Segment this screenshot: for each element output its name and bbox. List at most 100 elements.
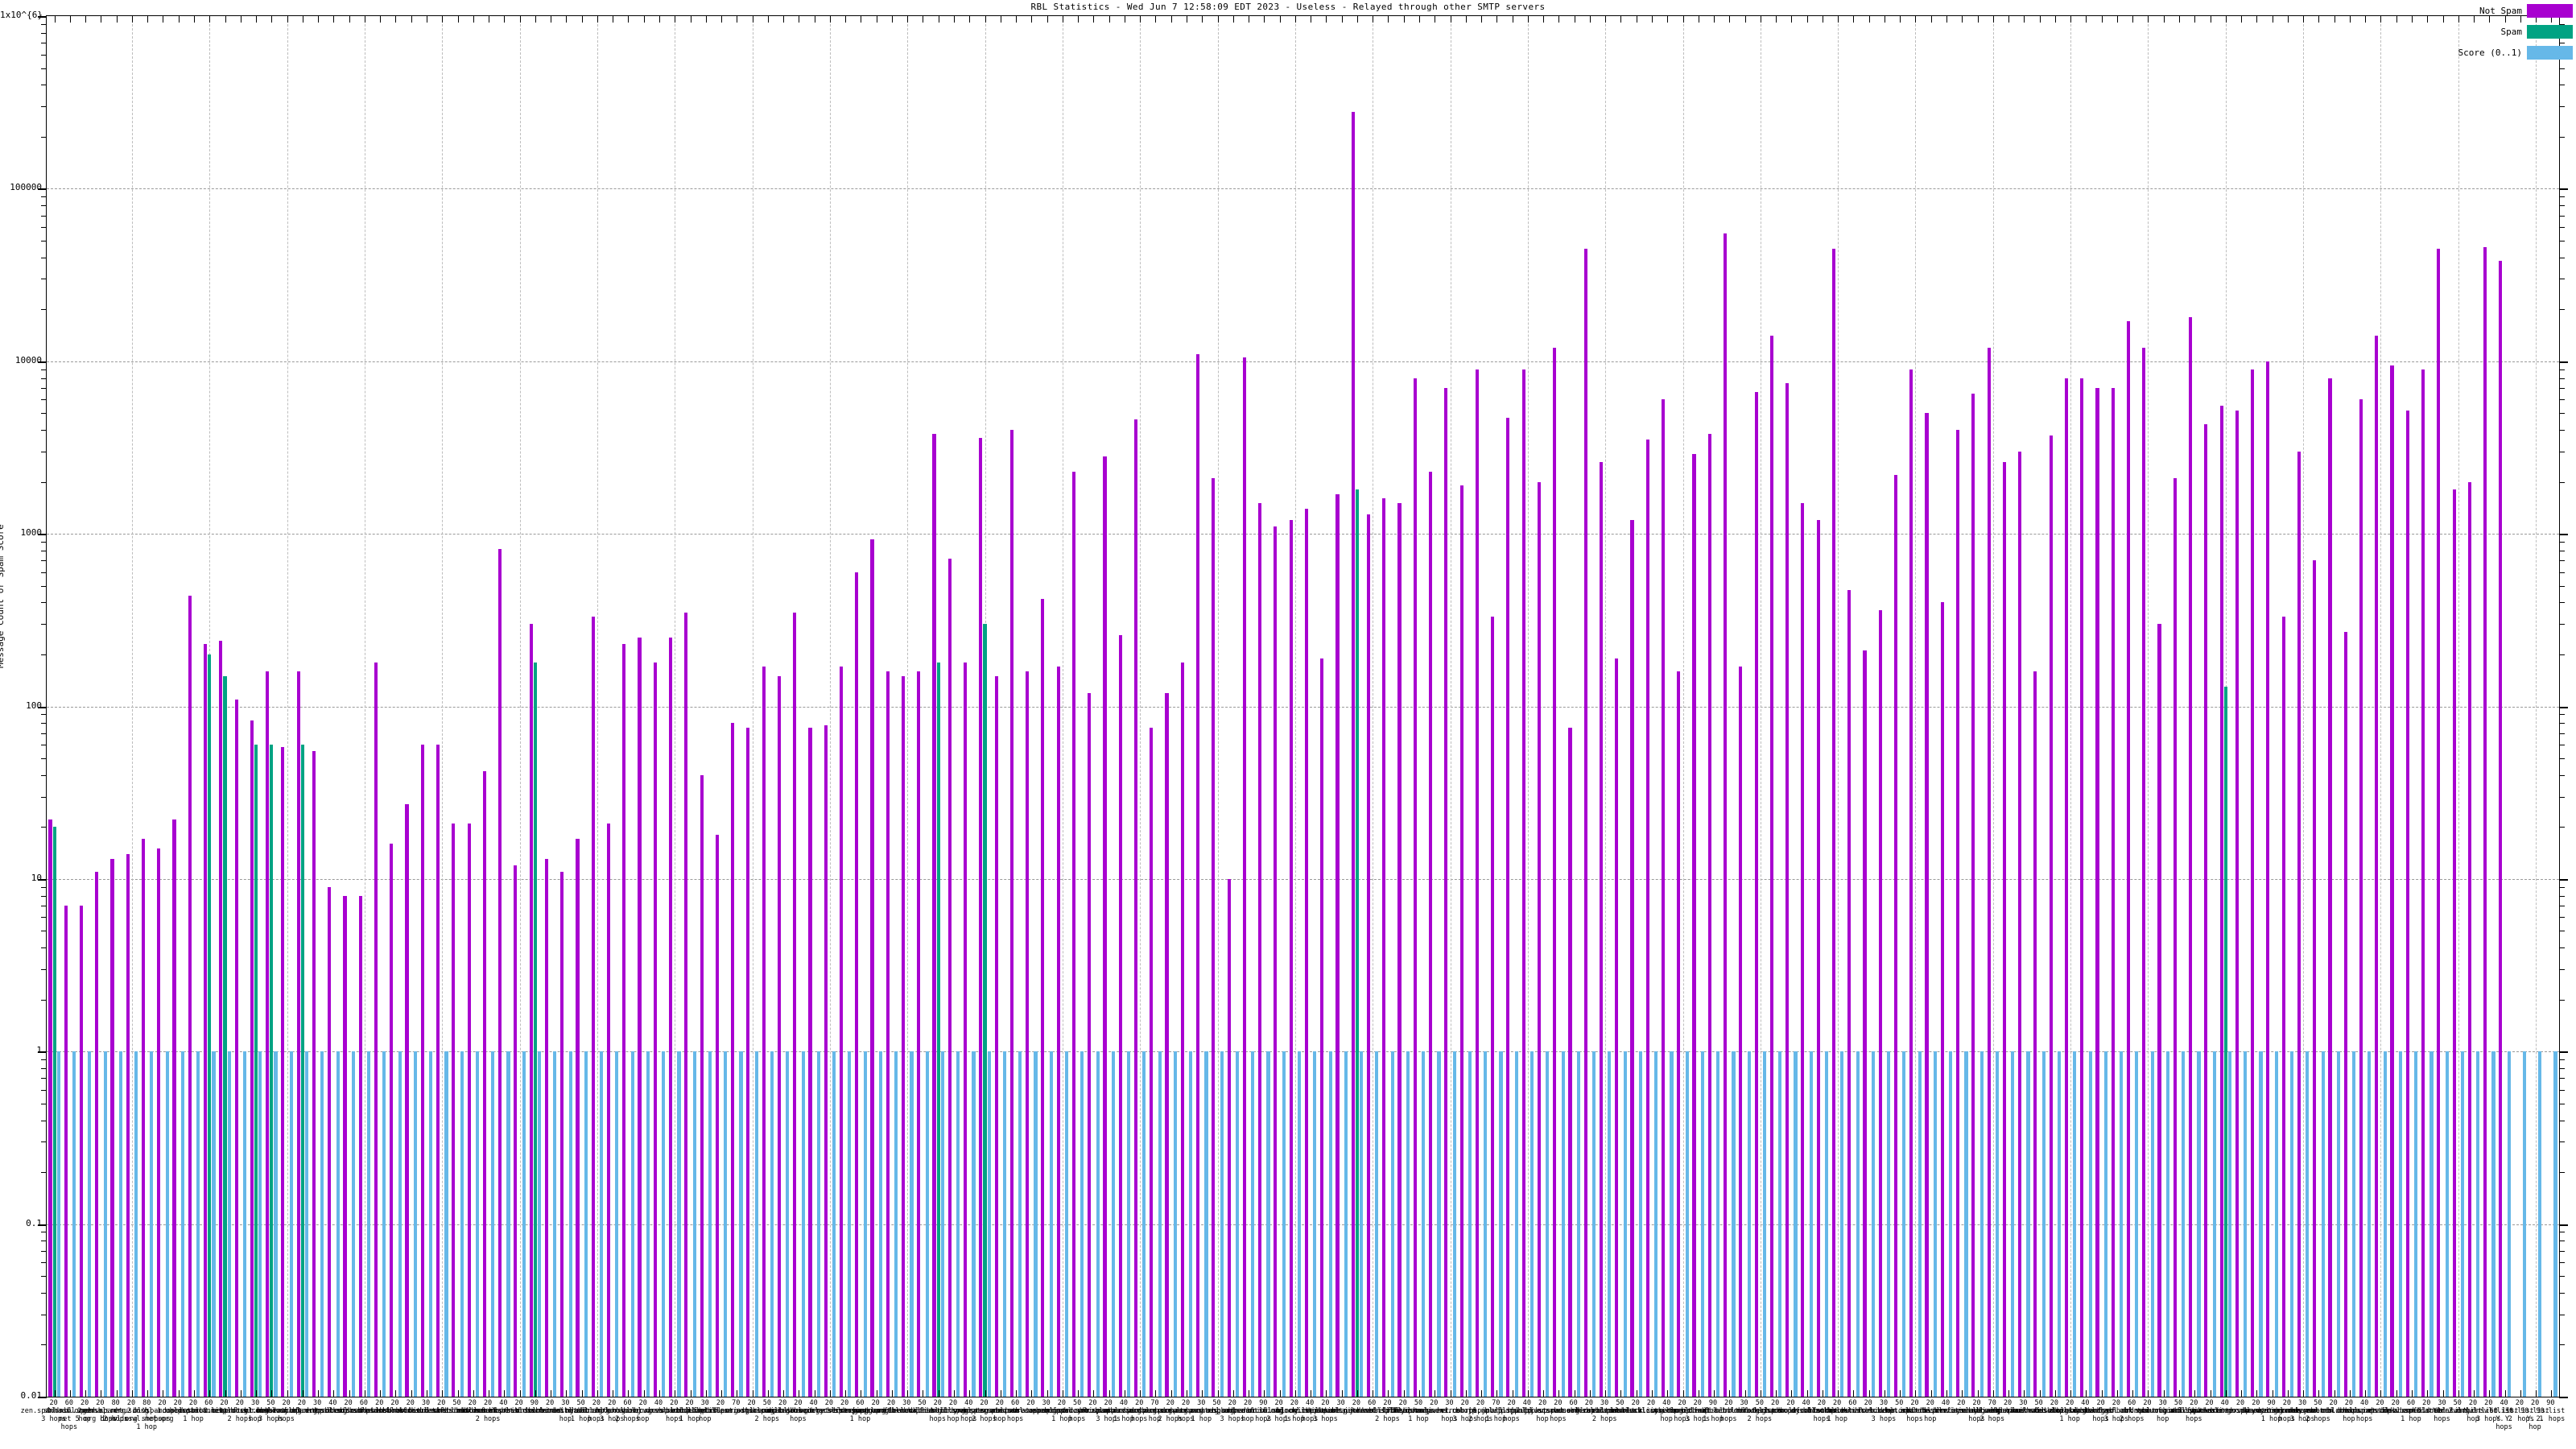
bar-notspam: [1537, 481, 1541, 1397]
bar-score: [2103, 1051, 2107, 1397]
x-axis-tick-bottom: [225, 1390, 226, 1397]
x-axis-tick-top: [2427, 16, 2429, 23]
x-axis-tick-top: [1900, 16, 1901, 23]
bar-score: [832, 1051, 836, 1397]
x-axis-tick-bottom: [318, 1390, 320, 1397]
x-axis-tick-top: [1620, 16, 1622, 23]
x-axis-tick-top: [1294, 16, 1296, 23]
x-axis-tick-top: [1108, 16, 1110, 23]
bar-score: [1670, 1051, 1674, 1397]
x-axis-tick-top: [2442, 16, 2444, 23]
x-axis-tick-top: [1992, 16, 1994, 23]
y-axis-tick-major: [2559, 706, 2568, 708]
x-axis-tick-bottom: [1108, 1390, 1110, 1397]
x-axis-tick-top: [209, 16, 211, 23]
legend: Not Spam Spam Score (0..1): [2396, 3, 2573, 66]
gridline-vertical: [287, 16, 288, 1397]
bar-score: [2088, 1051, 2092, 1397]
bar-score: [1499, 1051, 1503, 1397]
x-axis-tick-top: [2241, 16, 2243, 23]
bar-score: [770, 1051, 774, 1397]
x-axis-tick-bottom: [1838, 1390, 1839, 1397]
bar-score: [2274, 1051, 2278, 1397]
bar-score: [1235, 1051, 1240, 1397]
x-axis-tick-bottom: [845, 1390, 847, 1397]
x-axis-tick-bottom: [2396, 1390, 2397, 1397]
bar-score: [1251, 1051, 1255, 1397]
bar-score: [72, 1051, 76, 1397]
bar-score: [56, 1051, 60, 1397]
y-axis-tick-major: [38, 1397, 47, 1398]
x-axis-tick-top: [1217, 16, 1219, 23]
bar-spam: [223, 675, 227, 1397]
y-axis-tick-minor: [41, 226, 47, 228]
y-axis-tick-minor: [2559, 999, 2565, 1001]
bar-score: [1189, 1051, 1193, 1397]
bar-notspam: [591, 617, 595, 1397]
y-axis-tick-major: [38, 878, 47, 881]
x-axis-tick-top: [1946, 16, 1947, 23]
bar-score: [1949, 1051, 1953, 1397]
x-axis-tick-bottom: [767, 1390, 769, 1397]
bar-score: [878, 1051, 882, 1397]
x-axis-tick-bottom: [969, 1390, 971, 1397]
bar-notspam: [994, 675, 998, 1397]
x-axis-tick-top: [349, 16, 350, 23]
gridline-vertical: [2303, 16, 2305, 1397]
x-axis-tick-bottom: [54, 1390, 56, 1397]
y-axis-tick-major: [38, 16, 47, 18]
x-axis-tick-top: [2256, 16, 2258, 23]
y-axis-tick-minor: [2559, 205, 2565, 207]
x-axis-tick-bottom: [380, 1390, 382, 1397]
x-axis-tick-bottom: [85, 1390, 87, 1397]
x-axis-tick-bottom: [1465, 1390, 1467, 1397]
bar-notspam: [1444, 387, 1448, 1397]
x-axis-tick-top: [1326, 16, 1327, 23]
gridline-vertical: [597, 16, 598, 1397]
x-axis-tick-top: [1496, 16, 1498, 23]
x-axis-tick-top: [2504, 16, 2506, 23]
gridline-horizontal: [47, 188, 2559, 190]
x-axis-tick-top: [2365, 16, 2367, 23]
x-axis-tick-bottom: [2474, 1390, 2475, 1397]
y-axis-tick-minor: [41, 723, 47, 724]
x-axis-tick-top: [1465, 16, 1467, 23]
x-axis-tick-top: [2380, 16, 2382, 23]
x-axis-tick-bottom: [2070, 1390, 2072, 1397]
bar-notspam: [2142, 347, 2146, 1397]
bar-score: [2352, 1051, 2356, 1397]
x-axis-tick-top: [1543, 16, 1545, 23]
x-axis-tick-top: [597, 16, 598, 23]
x-axis-tick-top: [178, 16, 180, 23]
bar-score: [1778, 1051, 1782, 1397]
bar-notspam: [684, 612, 688, 1397]
bar-notspam: [467, 823, 471, 1397]
bar-notspam: [1227, 878, 1231, 1397]
x-axis-tick-top: [2163, 16, 2165, 23]
x-axis-tick-bottom: [131, 1390, 133, 1397]
y-axis-tick-minor: [41, 917, 47, 919]
x-axis-tick-bottom: [1527, 1390, 1529, 1397]
bar-notspam: [498, 548, 502, 1397]
y-axis-tick-minor: [2559, 413, 2565, 415]
bar-notspam: [746, 728, 750, 1397]
x-axis-tick-bottom: [473, 1390, 474, 1397]
x-axis-tick-top: [395, 16, 397, 23]
legend-item-label: Score (0..1): [2458, 47, 2522, 58]
bar-score: [1266, 1051, 1270, 1397]
y-axis-tick-major: [2559, 1397, 2568, 1398]
x-axis-tick-bottom: [2178, 1390, 2180, 1397]
bar-notspam: [1274, 526, 1278, 1397]
bar-score: [956, 1051, 960, 1397]
bar-notspam: [2002, 462, 2006, 1397]
bar-score: [1484, 1051, 1488, 1397]
bar-notspam: [1599, 462, 1604, 1397]
bar-score: [336, 1051, 340, 1397]
x-axis-tick-bottom: [2008, 1390, 2010, 1397]
x-axis-tick-bottom: [1294, 1390, 1296, 1397]
bar-notspam: [668, 638, 673, 1397]
bar-notspam: [405, 804, 409, 1397]
x-axis-tick-top: [2318, 16, 2320, 23]
y-axis-tick-minor: [41, 240, 47, 242]
bar-score: [429, 1051, 433, 1397]
